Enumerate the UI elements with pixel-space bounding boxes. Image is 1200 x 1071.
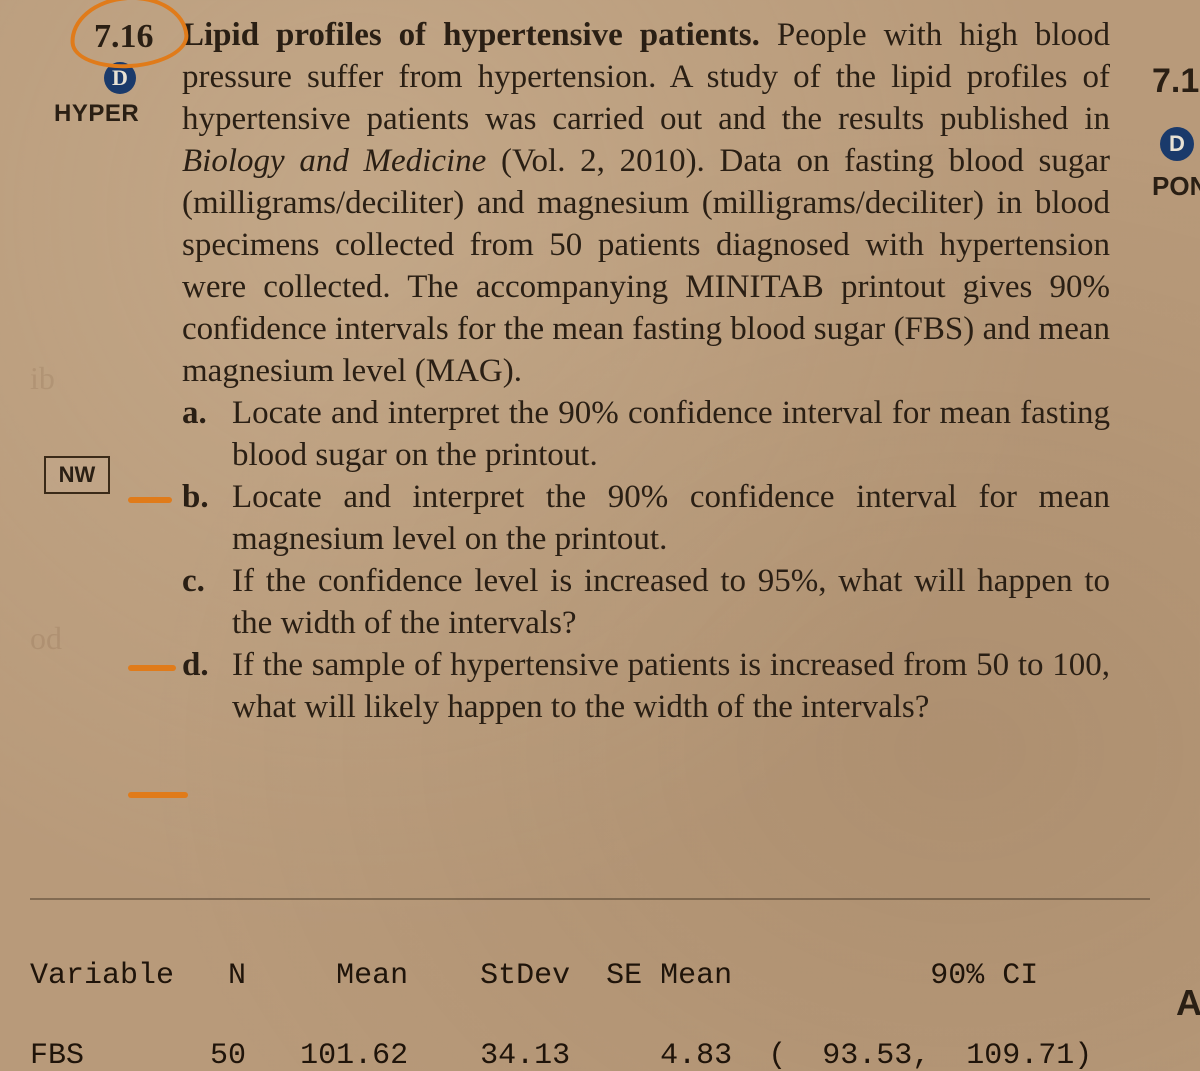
question-c-text: If the confidence level is increased to … (232, 563, 1110, 641)
hdr-mean: Mean (336, 959, 408, 993)
cutoff-d-badge-icon: D (1160, 127, 1194, 161)
question-letter-c: c. (182, 560, 205, 602)
minitab-printout: Variable N Mean StDev SE Mean 90% CI FBS… (30, 898, 1150, 1071)
problem-title-and-intro: Lipid profiles of hypertensive patients.… (182, 14, 1110, 392)
question-list: a. Locate and interpret the 90% confiden… (182, 392, 1110, 728)
highlighter-mark-icon (128, 665, 176, 671)
printout-header-row: Variable N Mean StDev SE Mean 90% CI (30, 956, 1150, 996)
fbs-ci: ( 93.53, 109.71) (768, 1039, 1092, 1071)
highlighter-mark-icon (128, 497, 172, 503)
question-d-text: If the sample of hypertensive patients i… (232, 647, 1110, 725)
ghost-text: od (30, 620, 62, 657)
question-b-text: Locate and interpret the 90% confidence … (232, 479, 1110, 557)
hdr-semean: SE Mean (606, 959, 732, 993)
question-c: c. If the confidence level is increased … (182, 560, 1110, 644)
hdr-n: N (228, 959, 246, 993)
fbs-n: 50 (210, 1039, 246, 1071)
question-letter-a: a. (182, 392, 207, 434)
textbook-page: 7.16 D HYPER NW Lipid profiles of hypert… (60, 0, 1110, 728)
hyper-label: HYPER (54, 100, 139, 128)
fbs-var: FBS (30, 1039, 84, 1071)
intro-part2: (Vol. 2, 2010). Data on fasting blood su… (182, 143, 1110, 389)
hdr-stdev: StDev (480, 959, 570, 993)
cutoff-7-1: 7.1 (1152, 62, 1200, 101)
hdr-ci: 90% CI (930, 959, 1038, 993)
question-d: d. If the sample of hypertensive patient… (182, 644, 1110, 728)
question-b: b. Locate and interpret the 90% confiden… (182, 476, 1110, 560)
question-a: a. Locate and interpret the 90% confiden… (182, 392, 1110, 476)
printout-row-fbs: FBS 50 101.62 34.13 4.83 ( 93.53, 109.71… (30, 1036, 1150, 1071)
fbs-mean: 101.62 (300, 1039, 408, 1071)
question-letter-d: d. (182, 644, 209, 686)
highlighter-mark-icon (128, 792, 188, 798)
question-a-text: Locate and interpret the 90% confidence … (232, 395, 1110, 473)
fbs-se: 4.83 (660, 1039, 732, 1071)
problem-number: 7.16 (94, 18, 154, 56)
journal-name: Biology and Medicine (182, 143, 486, 179)
fbs-stdev: 34.13 (480, 1039, 570, 1071)
question-letter-b: b. (182, 476, 209, 518)
nw-box: NW (44, 456, 110, 494)
cutoff-A: A (1176, 982, 1200, 1024)
ghost-text: ib (30, 360, 55, 397)
problem-title: Lipid profiles of hypertensive patients. (182, 17, 760, 53)
cutoff-pon: PON (1152, 171, 1200, 202)
hdr-variable: Variable (30, 959, 174, 993)
right-edge-cutoff: 7.1 D PON (1152, 62, 1200, 202)
